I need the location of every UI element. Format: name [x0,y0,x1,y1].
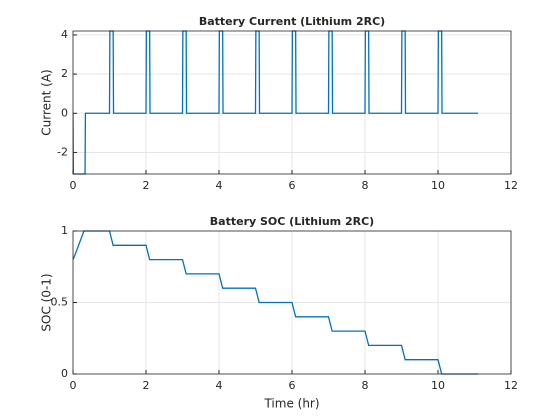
x-tick-label: 0 [70,179,77,192]
y-tick-label: 0 [61,106,68,119]
y-tick-label: 0.5 [51,296,69,309]
y-tick-label: 0 [61,367,68,380]
chart-title: Battery SOC (Lithium 2RC) [210,215,374,228]
y-tick-label: 4 [61,28,68,41]
x-tick-label: 2 [143,379,150,392]
x-tick-label: 2 [143,179,150,192]
x-tick-label: 12 [504,179,518,192]
x-tick-label: 12 [504,379,518,392]
x-tick-label: 8 [362,179,369,192]
y-axis-label: SOC (0-1) [40,273,54,331]
chart-title: Battery Current (Lithium 2RC) [199,15,385,28]
x-axis-label: Time (hr) [263,397,319,411]
data-line [73,230,479,375]
x-tick-label: 4 [216,179,223,192]
y-tick-label: 2 [61,67,68,80]
axes-box [72,230,512,375]
x-tick-label: 8 [362,379,369,392]
x-tick-label: 0 [70,379,77,392]
axes-box [72,30,512,175]
x-tick-label: 10 [431,379,445,392]
x-tick-label: 10 [431,179,445,192]
y-tick-label: -2 [57,145,68,158]
x-tick-label: 4 [216,379,223,392]
y-axis-label: Current (A) [40,69,54,135]
y-tick-label: 1 [61,224,68,237]
x-tick-label: 6 [289,379,296,392]
x-tick-label: 6 [289,179,296,192]
